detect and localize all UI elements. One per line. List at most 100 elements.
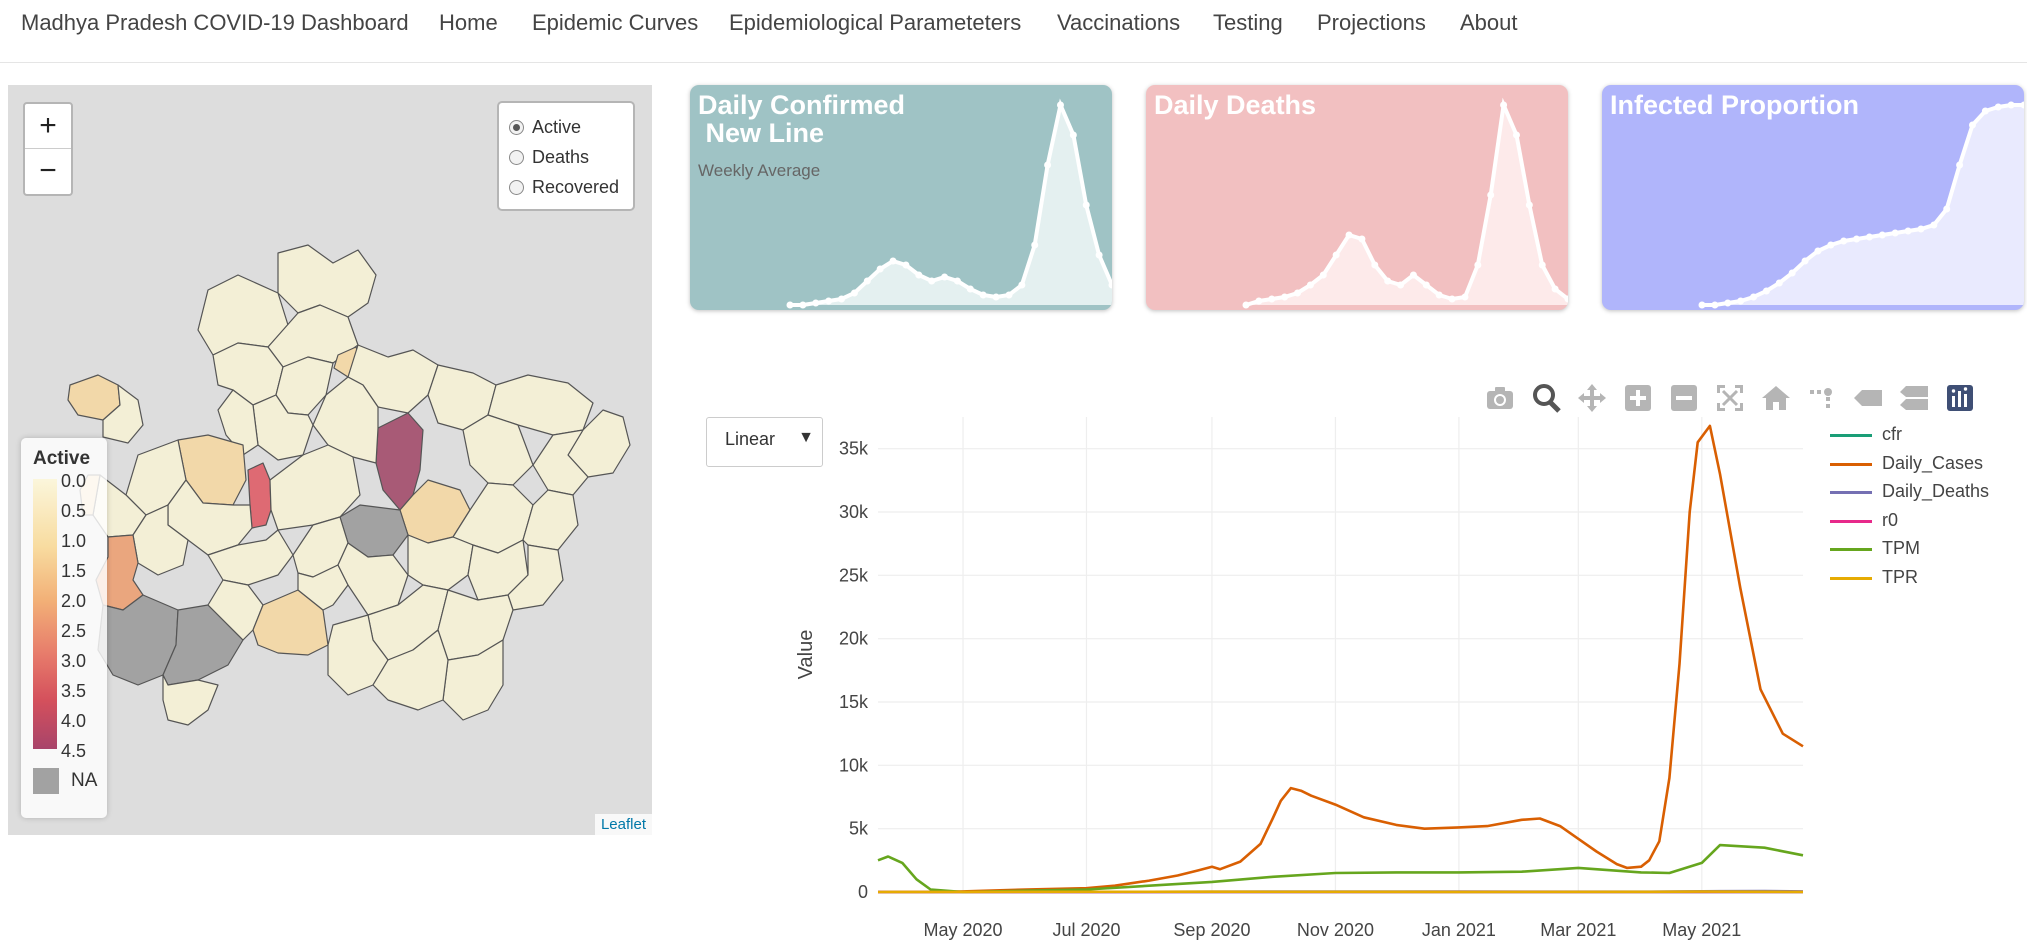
map-district [507,544,564,611]
sparkline-point [1005,291,1013,299]
legend-label: 1.5 [61,561,87,581]
district-map[interactable]: + − Active Deaths Recovered Active 0.0 0… [8,85,652,835]
legend-item-tpm[interactable]: TPM [1830,538,2020,560]
sparkline-point [825,297,833,305]
sparkline-point [1711,301,1719,309]
card-infected-proportion[interactable]: Infected Proportion [1602,85,2024,310]
sparkline-point [1762,287,1770,295]
legend-item-r0[interactable]: r0 [1830,510,2020,532]
sparkline-point [1904,227,1912,235]
legend-line-r0 [1830,520,1872,523]
sparkline-point [1538,261,1546,269]
legend-item-daily-deaths[interactable]: Daily_Deaths [1830,481,2020,503]
card-daily-deaths[interactable]: Daily Deaths [1146,85,1568,310]
zoom-in-icon[interactable] [1622,382,1654,414]
map-district [462,414,534,486]
sparkline-point [915,271,923,279]
radio-recovered[interactable] [509,180,524,195]
card-daily-confirmed[interactable]: Daily Confirmed New Line Weekly Average [690,85,1112,310]
sparkline-point [1917,225,1925,233]
map-district [442,639,504,721]
sparkline-point [1930,221,1938,229]
sparkline-point [838,295,846,303]
sparkline-point [1750,293,1758,301]
camera-icon[interactable] [1484,382,1516,414]
sparkline-point [1775,279,1783,287]
sparkline-point [1422,281,1430,289]
sparkline-point [876,265,884,273]
nav-projections[interactable]: Projections [1317,10,1426,35]
legend-label: 2.5 [61,621,87,641]
legend-label-daily-cases: Daily_Cases [1882,453,1984,473]
sparkline-point [1814,247,1822,255]
sparkline-point [1397,281,1405,289]
sparkline-point [1319,271,1327,279]
sparkline-infected-proportion [1698,101,2024,309]
x-tick-label: Nov 2020 [1297,920,1374,940]
legend-item-tpr[interactable]: TPR [1830,567,2020,589]
y-tick-label: 30k [839,502,869,522]
layer-option-active[interactable]: Active [509,117,581,138]
layer-option-recovered[interactable]: Recovered [509,177,619,198]
sparkline-point [1698,301,1706,309]
layer-label-active: Active [532,117,582,137]
zoom-in-button[interactable]: + [25,104,71,149]
card-title: Daily Deaths [1154,90,1317,120]
sparkline-point [1031,241,1039,249]
legend-line-tpm [1830,548,1872,551]
legend-item-daily-cases[interactable]: Daily_Cases [1830,453,2020,475]
nav-epidemiological-parameters[interactable]: Epidemiological Parameteters [729,10,1022,35]
sparkline-point [1551,285,1559,293]
legend-line-tpr [1830,577,1872,580]
nav-about[interactable]: About [1460,10,1518,35]
map-district [372,629,449,711]
x-tick-label: Sep 2020 [1173,920,1250,940]
nav-home[interactable]: Home [439,10,498,35]
radio-deaths[interactable] [509,150,524,165]
sparkline-point [1865,233,1873,241]
pan-icon[interactable] [1576,382,1608,414]
spike-lines-icon[interactable] [1806,382,1838,414]
legend-color-bar [33,479,57,749]
layer-control: Active Deaths Recovered [497,101,635,211]
nav-vaccinations[interactable]: Vaccinations [1057,10,1181,35]
sparkline-point [1788,269,1796,277]
scale-dropdown[interactable]: Linear ▼ [706,417,823,467]
map-district [252,394,314,461]
zoom-icon[interactable] [1530,382,1562,414]
map-regions[interactable] [8,85,652,835]
hover-closest-icon[interactable] [1852,382,1884,414]
hover-compare-icon[interactable] [1898,382,1930,414]
y-tick-label: 10k [839,755,869,775]
legend-item-cfr[interactable]: cfr [1830,424,2020,446]
autoscale-icon[interactable] [1714,382,1746,414]
radio-active[interactable] [509,120,524,135]
sparkline-daily-deaths [1242,97,1568,309]
sparkline-point [1525,201,1533,209]
nav-testing[interactable]: Testing [1213,10,1283,35]
map-district [162,674,219,726]
x-tick-label: Jul 2020 [1052,920,1120,940]
leaflet-attribution-link[interactable]: Leaflet [594,814,652,835]
zoom-out-button[interactable]: − [39,154,57,187]
legend-label-daily-deaths: Daily_Deaths [1882,481,1990,501]
legend-label-tpr: TPR [1882,567,1918,587]
zoom-out-icon[interactable] [1668,382,1700,414]
brand-title[interactable]: Madhya Pradesh COVID-19 Dashboard [21,10,409,35]
legend-line-daily-cases [1830,463,1872,466]
plotly-logo-icon[interactable] [1944,382,1976,414]
sparkline-point [812,299,820,307]
nav-epidemic-curves[interactable]: Epidemic Curves [532,10,699,35]
sparkline-point [1358,235,1366,243]
layer-option-deaths[interactable]: Deaths [509,147,589,168]
sparkline-point [1306,281,1314,289]
scale-value: Linear [725,429,776,449]
sparkline-point [889,257,897,265]
legend-label: 0.0 [61,471,87,491]
sparkline-point [953,277,961,285]
sparkline-area [1246,105,1568,305]
sparkline-daily-confirmed [786,98,1112,309]
sparkline-point [1968,121,1976,129]
reset-axes-icon[interactable] [1760,382,1792,414]
sparkline-point [863,277,871,285]
